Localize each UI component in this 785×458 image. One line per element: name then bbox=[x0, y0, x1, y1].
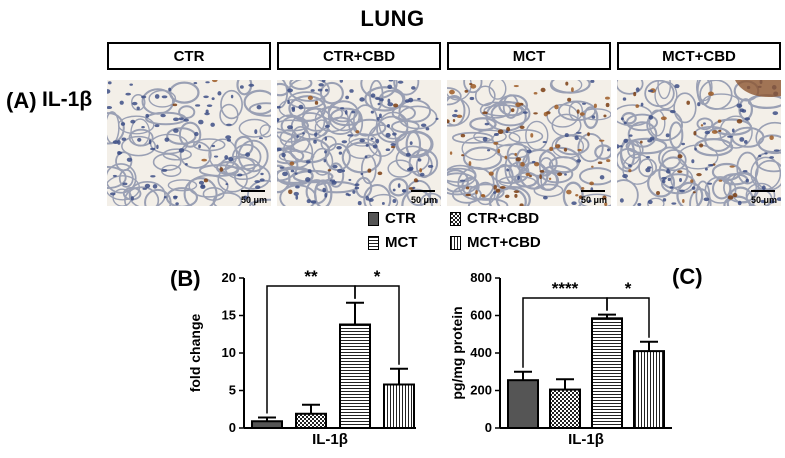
group-header-ctr-cbd: CTR+CBD bbox=[277, 42, 441, 70]
scale-bar-label: 50 μm bbox=[411, 195, 437, 205]
group-header-mct: MCT bbox=[447, 42, 611, 70]
y-tick-label: 5 bbox=[229, 383, 236, 398]
y-axis-label: pg/mg protein bbox=[452, 306, 465, 399]
legend-label: CTR+CBD bbox=[467, 210, 540, 227]
y-tick-label: 600 bbox=[470, 308, 492, 323]
group-header-ctr: CTR bbox=[107, 42, 271, 70]
bar-mct bbox=[339, 323, 371, 429]
micrograph-ctr-cbd: 50 μm bbox=[277, 80, 441, 206]
micrograph-mct-cbd: 50 μm bbox=[617, 80, 781, 206]
bar-ctr-cbd bbox=[295, 412, 327, 429]
bar-ctr-cbd bbox=[549, 388, 581, 429]
panel-label-c: (C) bbox=[672, 264, 703, 289]
y-tick-label: 0 bbox=[485, 420, 492, 435]
significance-label: * bbox=[374, 268, 381, 286]
panel-label-b: (B) bbox=[170, 266, 201, 291]
legend-label: MCT bbox=[385, 234, 418, 251]
x-axis-label: IL-1β bbox=[568, 431, 604, 448]
significance-bracket bbox=[606, 297, 650, 338]
legend-label: MCT+CBD bbox=[467, 234, 541, 251]
bar-mct bbox=[591, 317, 623, 429]
scale-bar-label: 50 μm bbox=[241, 195, 267, 205]
y-tick-label: 200 bbox=[470, 383, 492, 398]
legend-swatch-vertical bbox=[450, 235, 461, 250]
y-axis-label: fold change bbox=[187, 314, 203, 393]
legend-swatch-checker bbox=[450, 211, 461, 226]
significance-label: ** bbox=[304, 268, 318, 286]
y-tick-label: 15 bbox=[222, 308, 236, 323]
bar-mct-cbd bbox=[383, 383, 415, 429]
significance-label: **** bbox=[552, 279, 579, 298]
figure-title: LUNG bbox=[360, 6, 425, 31]
bar-ctr bbox=[507, 379, 539, 429]
group-header-mct-cbd: MCT+CBD bbox=[617, 42, 781, 70]
row-label-il1b: IL-1β bbox=[42, 88, 93, 111]
y-tick-label: 10 bbox=[222, 345, 236, 360]
legend-item-mct-cbd: MCT+CBD bbox=[450, 234, 541, 251]
legend-item-mct: MCT bbox=[368, 234, 418, 251]
panel-label-a: (A) bbox=[6, 88, 37, 113]
significance-label: * bbox=[625, 279, 632, 298]
bar-mct-cbd bbox=[633, 350, 665, 429]
x-axis-label: IL-1β bbox=[312, 431, 348, 448]
y-tick-label: 0 bbox=[229, 420, 236, 435]
y-tick-label: 800 bbox=[470, 270, 492, 285]
legend-swatch-horizontal bbox=[368, 235, 379, 250]
legend-item-ctr: CTR bbox=[368, 210, 416, 227]
scale-bar-label: 50 μm bbox=[581, 195, 607, 205]
y-tick-label: 20 bbox=[222, 270, 236, 285]
legend-item-ctr-cbd: CTR+CBD bbox=[450, 210, 539, 227]
scale-bar-label: 50 μm bbox=[751, 195, 777, 205]
legend-swatch-solid bbox=[368, 211, 379, 226]
y-tick-label: 400 bbox=[470, 345, 492, 360]
legend-label: CTR bbox=[385, 210, 416, 227]
micrograph-ctr: 50 μm bbox=[107, 80, 271, 206]
micrograph-mct: 50 μm bbox=[447, 80, 611, 206]
significance-bracket bbox=[354, 285, 400, 365]
bar-ctr bbox=[251, 420, 283, 429]
